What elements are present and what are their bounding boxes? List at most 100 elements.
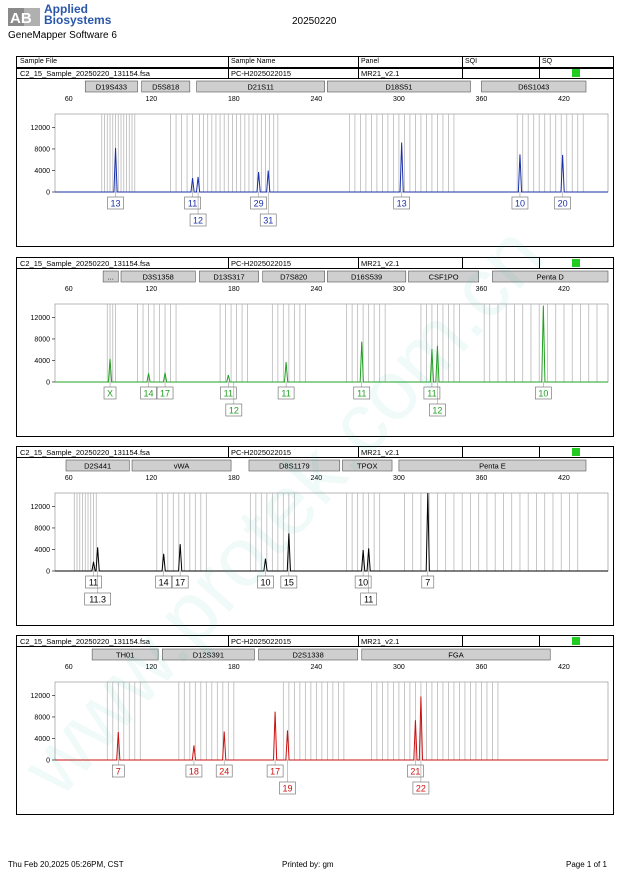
allele-label: 13	[111, 199, 121, 209]
x-tick-label: 300	[393, 475, 405, 482]
logo-letters: AB	[10, 10, 32, 27]
allele-label: 11	[427, 389, 436, 399]
marker-d16s539: D16S539	[327, 270, 407, 283]
allele-call: 11.3	[84, 571, 111, 606]
panel-info-row: C2_15_Sample_20250220_131154.fsa PC-H2025…	[17, 68, 613, 79]
plot-area	[54, 113, 609, 193]
allele-label: 29	[254, 199, 264, 209]
allele-call: 11	[423, 382, 441, 400]
electropherogram-green: ... D3S1358 D13S317 D7S820 D16S539 CSF1PO Pent…	[31, 270, 609, 417]
x-tick-label: 180	[228, 664, 240, 671]
allele-label: 10	[515, 199, 525, 209]
marker-d8s1179: D8S1179	[248, 459, 341, 472]
allele-call: 10	[257, 571, 274, 589]
x-tick-label: 120	[145, 286, 157, 293]
sq-status-indicator	[572, 448, 580, 456]
panel-red: C2_15_Sample_20250220_131154.fsa PC-H2025…	[16, 635, 614, 815]
panel-info-row: C2_15_Sample_20250220_131154.fsa PC-H2025…	[17, 636, 613, 647]
x-tick-label: 180	[228, 475, 240, 482]
allele-label: 11	[357, 389, 366, 399]
marker-label: D19S433	[96, 83, 127, 92]
allele-call: 12	[429, 382, 446, 417]
marker-fga: FGA	[361, 648, 551, 661]
plot-area	[54, 303, 609, 383]
allele-call: 19	[279, 760, 296, 795]
allele-call: X	[103, 382, 117, 400]
marker-d2s441: D2S441	[65, 459, 130, 472]
y-tick-label: 12000	[31, 693, 51, 700]
x-tick-label: 300	[393, 286, 405, 293]
sample-name: PC-H2025022015	[231, 448, 292, 457]
y-tick-label: 8000	[34, 525, 50, 532]
brand-line-2: Biosystems	[44, 13, 112, 27]
marker-label: D6S1043	[518, 83, 549, 92]
allele-call: 11	[85, 571, 102, 589]
sample-file: C2_15_Sample_20250220_131154.fsa	[20, 637, 150, 646]
allele-call: 14	[140, 382, 157, 400]
y-tick-label: 0	[46, 190, 50, 197]
x-tick-label: 300	[393, 96, 405, 103]
printed-by: Printed by: gm	[282, 860, 334, 869]
x-tick-label: 120	[145, 475, 157, 482]
marker-label: D2S441	[84, 462, 111, 471]
panel-green: C2_15_Sample_20250220_131154.fsa PC-H2025…	[16, 257, 614, 437]
allele-label: 20	[558, 199, 568, 209]
marker-label: D3S1358	[143, 273, 174, 282]
allele-call: 22	[412, 760, 430, 795]
allele-call: 11	[184, 192, 201, 210]
column-sq: SQ	[542, 58, 553, 65]
trace-line	[55, 305, 608, 383]
allele-label: 31	[263, 216, 273, 226]
marker-label: FGA	[448, 651, 463, 660]
allele-call: 17	[266, 760, 284, 778]
panel-name: MR21_v2.1	[361, 448, 400, 457]
sq-status-indicator	[572, 69, 580, 77]
allele-label: 10	[358, 578, 368, 588]
x-tick-label: 300	[393, 664, 405, 671]
applied-biosystems-logo: AB	[8, 8, 40, 27]
allele-call: 29	[250, 192, 267, 210]
allele-label: 18	[189, 767, 199, 777]
allele-call: 11	[360, 571, 377, 606]
marker-d2s1338: D2S1338	[258, 648, 358, 661]
marker-d21s11: D21S11	[196, 80, 325, 93]
allele-label: 12	[432, 406, 442, 416]
x-tick-label: 360	[476, 475, 488, 482]
marker-d12s391: D12S391	[161, 648, 255, 661]
x-tick-label: 240	[311, 664, 323, 671]
allele-label: 14	[159, 578, 169, 588]
allele-label: 22	[416, 784, 426, 794]
marker-label: D7S820	[280, 273, 307, 282]
y-tick-label: 0	[46, 380, 50, 387]
allele-label: 11	[188, 199, 197, 209]
allele-label: 7	[116, 767, 121, 777]
sample-file: C2_15_Sample_20250220_131154.fsa	[20, 69, 150, 78]
y-tick-label: 0	[46, 758, 50, 765]
allele-call: 13	[393, 192, 410, 210]
plot-area	[54, 681, 609, 761]
x-tick-label: 360	[476, 96, 488, 103]
allele-call: 18	[185, 760, 203, 778]
allele-label: 15	[284, 578, 294, 588]
trace-line	[55, 696, 608, 761]
marker-label: D16S539	[351, 273, 382, 282]
allele-label: 17	[175, 578, 185, 588]
marker-label: Penta D	[537, 273, 565, 282]
sample-name: PC-H2025022015	[231, 637, 292, 646]
x-tick-label: 180	[228, 96, 240, 103]
y-tick-label: 4000	[34, 358, 50, 365]
marker-d7s820: D7S820	[262, 270, 325, 283]
allele-call: 17	[171, 571, 189, 589]
marker-label: vWA	[174, 462, 190, 471]
brand-line-1: Applied	[44, 2, 88, 16]
y-tick-label: 8000	[34, 146, 50, 153]
y-tick-label: 12000	[31, 125, 51, 132]
sample-file: C2_15_Sample_20250220_131154.fsa	[20, 259, 150, 268]
allele-call: 21	[407, 760, 424, 778]
marker-label: D18S51	[385, 83, 412, 92]
x-tick-label: 240	[311, 286, 323, 293]
allele-label: X	[107, 389, 113, 399]
x-tick-label: 420	[558, 475, 570, 482]
allele-call: 7	[111, 760, 125, 778]
